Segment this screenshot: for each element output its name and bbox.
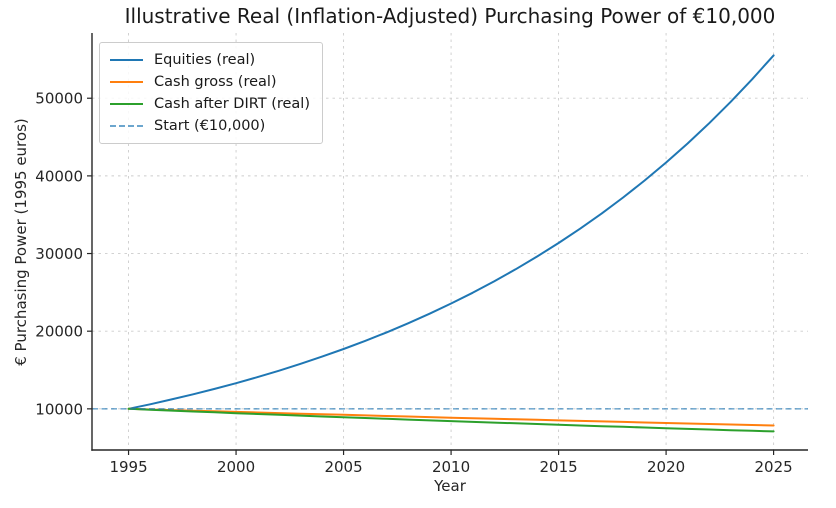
legend-entry: Cash gross (real) (110, 73, 310, 91)
y-tick-label: 30000 (35, 245, 83, 263)
legend-line-sample (110, 59, 143, 61)
x-axis-label: Year (434, 477, 466, 495)
legend-entry: Cash after DIRT (real) (110, 95, 310, 113)
legend-label: Cash gross (real) (154, 74, 277, 90)
legend-label: Start (€10,000) (154, 118, 266, 134)
series-line-3 (127, 407, 775, 433)
y-tick-label: 50000 (35, 90, 83, 108)
legend-label: Cash after DIRT (real) (154, 96, 310, 112)
x-tick-label: 2025 (755, 458, 793, 476)
legend-line-sample (110, 125, 143, 127)
legend-line-sample (110, 103, 143, 105)
x-tick-label: 2010 (432, 458, 470, 476)
x-tick-label: 2015 (539, 458, 577, 476)
series-line-2 (127, 407, 775, 427)
x-tick-label: 1995 (109, 458, 147, 476)
x-tick-label: 2020 (647, 458, 685, 476)
legend-entry: Equities (real) (110, 51, 310, 69)
chart-title: Illustrative Real (Inflation-Adjusted) P… (124, 4, 776, 28)
legend-entry: Start (€10,000) (110, 117, 310, 135)
legend: Equities (real) Cash gross (real) Cash aft… (99, 42, 323, 144)
series-line-1 (127, 54, 775, 410)
x-tick-label: 2005 (324, 458, 362, 476)
legend-line-sample (110, 81, 143, 83)
y-tick-label: 10000 (35, 400, 83, 418)
x-tick-label: 2000 (217, 458, 255, 476)
y-tick-label: 20000 (35, 323, 83, 341)
y-tick-label: 40000 (35, 167, 83, 185)
legend-label: Equities (real) (154, 52, 256, 68)
